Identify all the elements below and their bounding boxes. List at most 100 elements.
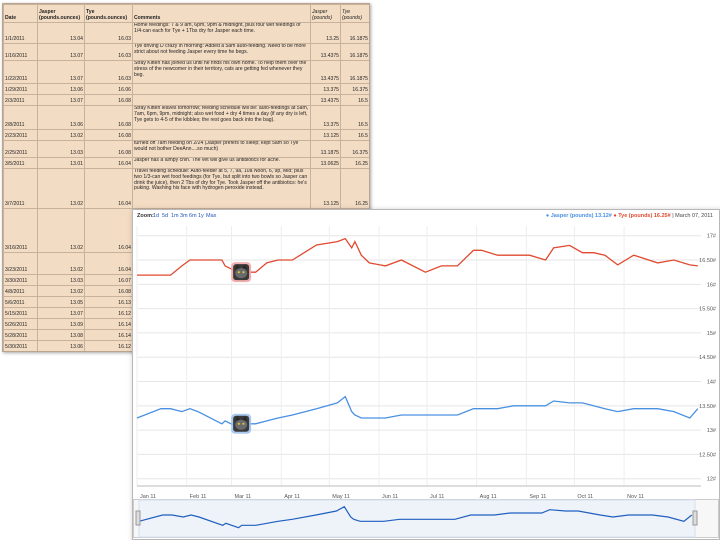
cell-tye[interactable]: 16.04 xyxy=(84,208,133,253)
zoom-max-link[interactable]: Max xyxy=(206,213,217,219)
cell-jasper[interactable]: 13.06 xyxy=(37,83,85,95)
cell-comment[interactable] xyxy=(132,129,311,141)
cell-jasper[interactable]: 13.02 xyxy=(37,129,85,141)
cell-tye[interactable]: 16.07 xyxy=(84,274,133,286)
header-jasper-pounds[interactable]: Jasper (pounds) xyxy=(310,4,341,23)
main-chart[interactable]: 12# 12.50# 13# 13.50# 14# 14.50# 15# 15.50# 16# 1… xyxy=(133,222,719,502)
cell-date[interactable]: 5/28/2011 xyxy=(3,329,38,341)
cell-date[interactable]: 2/25/2011 xyxy=(3,140,38,158)
cell-tye[interactable]: 16.03 xyxy=(84,60,133,84)
cell-comment[interactable]: Stray Kitten leaves tomorrow; feeding sc… xyxy=(132,105,311,130)
cell-jasper-pounds[interactable]: 13.4375 xyxy=(310,94,341,106)
cell-jasper-pounds[interactable]: 13.375 xyxy=(310,83,341,95)
cell-date[interactable]: 2/23/2011 xyxy=(3,129,38,141)
cell-jasper[interactable]: 13.03 xyxy=(37,274,85,286)
cell-tye[interactable]: 16.14 xyxy=(84,318,133,330)
cell-comment[interactable]: Travel feeding schedule: Auto-feeder at … xyxy=(132,168,311,209)
cell-jasper[interactable]: 13.08 xyxy=(37,329,85,341)
cell-date[interactable]: 3/16/2011 xyxy=(3,208,38,253)
zoom-1m-link[interactable]: 1m xyxy=(171,213,179,219)
cell-jasper-pounds[interactable]: 13.4375 xyxy=(310,60,341,84)
cell-jasper[interactable]: 13.065 xyxy=(38,352,85,353)
cell-comment[interactable]: Stray Kitten has joined us until he find… xyxy=(132,60,311,84)
table-row[interactable]: 1/1/2011 13.04 16.03 Home feedings: 7 & 9 a… xyxy=(3,22,369,44)
cell-jasper[interactable]: 13.02 xyxy=(37,252,85,275)
cell-tye-pounds[interactable]: 16.1875 xyxy=(340,60,369,84)
cell-tye-pounds[interactable]: 16.375 xyxy=(340,83,369,95)
cell-date[interactable]: 3/23/2011 xyxy=(3,252,38,275)
cell-date[interactable]: 1/1/2011 xyxy=(3,22,38,44)
cell-jasper-pounds[interactable]: 13.375 xyxy=(310,105,341,130)
zoom-1d-link[interactable]: 1d xyxy=(153,213,160,219)
cell-jasper[interactable]: 13.07 xyxy=(37,307,85,319)
cell-jasper-pounds[interactable]: 13.1875 xyxy=(310,140,341,158)
cell-comment[interactable]: Jasper has a lumpy chin. The vet will gi… xyxy=(132,157,311,169)
zoom-1y-link[interactable]: 1y xyxy=(198,213,204,219)
zoom-3m-link[interactable]: 3m xyxy=(180,213,188,219)
cell-jasper[interactable]: 13.06 xyxy=(37,105,85,130)
cell-date[interactable]: 5/30/2011 xyxy=(3,340,38,351)
cell-tye-pounds[interactable]: 16.5 xyxy=(340,129,369,141)
cell-tye[interactable]: 16.08 xyxy=(84,129,133,141)
cell-tye-pounds[interactable]: 16.25 xyxy=(340,168,369,209)
cell-jasper-pounds[interactable]: 13.0625 xyxy=(310,157,341,169)
cell-jasper[interactable]: 13.09 xyxy=(37,318,85,330)
table-row[interactable]: 1/29/2011 13.06 16.06 13.375 16.375 xyxy=(3,83,369,95)
cell-jasper[interactable]: 13.07 xyxy=(37,94,85,106)
cell-tye[interactable]: 16.08 xyxy=(84,94,133,106)
table-row[interactable]: 2/8/2011 13.06 16.08 Stray Kitten leaves to… xyxy=(3,105,369,130)
cell-jasper-pounds[interactable]: 13.125 xyxy=(310,129,341,141)
header-date[interactable]: Date xyxy=(3,4,38,23)
cell-date[interactable]: 5/15/2011 xyxy=(3,307,38,319)
zoom-6m-link[interactable]: 6m xyxy=(189,213,197,219)
cell-jasper[interactable]: 13.02 xyxy=(37,208,85,253)
cell-date[interactable]: 5/31/2011 xyxy=(4,352,38,353)
cell-jasper[interactable]: 13.07 xyxy=(37,43,85,61)
cell-jasper[interactable]: 13.06 xyxy=(37,340,85,351)
cell-date[interactable]: 5/26/2011 xyxy=(3,318,38,330)
cell-tye-pounds[interactable]: 16.25 xyxy=(340,157,369,169)
cell-jasper[interactable]: 13.07 xyxy=(37,60,85,84)
cell-comment[interactable]: turned off 7am feeding on 2/24 (Jasper p… xyxy=(132,140,311,158)
cell-jasper-pounds[interactable]: 13.4375 xyxy=(310,43,341,61)
cell-jasper[interactable]: 13.03 xyxy=(37,140,85,158)
table-row[interactable]: 1/16/2011 13.07 16.03 Tye driving D crazy i… xyxy=(3,43,369,61)
cell-jasper[interactable]: 13.05 xyxy=(37,296,85,308)
cell-tye-pounds[interactable]: 16.5 xyxy=(340,105,369,130)
cell-date[interactable]: 2/3/2011 xyxy=(3,94,38,106)
cell-comment[interactable]: Tye driving D crazy in morning: Added a … xyxy=(132,43,311,61)
cell-tye[interactable]: 16.125 xyxy=(85,352,133,353)
cell-date[interactable]: 2/8/2011 xyxy=(3,105,38,130)
cell-tye[interactable]: 16.08 xyxy=(84,140,133,158)
header-jasper[interactable]: Jasper (pounds.ounces) xyxy=(37,4,85,23)
cell-tye-pounds[interactable]: 16.375 xyxy=(340,140,369,158)
cell-date[interactable]: 1/29/2011 xyxy=(3,83,38,95)
table-row[interactable]: 3/7/2011 13.02 16.04 Travel feeding schedul… xyxy=(3,168,369,209)
table-row[interactable]: 3/5/2011 13.01 16.04 Jasper has a lumpy chi… xyxy=(3,157,369,169)
cell-tye[interactable]: 16.03 xyxy=(84,43,133,61)
cell-tye-pounds[interactable]: 16.5 xyxy=(340,94,369,106)
zoom-5d-link[interactable]: 5d xyxy=(162,213,169,219)
cell-date[interactable]: 1/16/2011 xyxy=(3,43,38,61)
cell-jasper[interactable]: 13.01 xyxy=(37,157,85,169)
cell-tye[interactable]: 16.06 xyxy=(84,83,133,95)
table-row[interactable]: 2/3/2011 13.07 16.08 13.4375 16.5 xyxy=(3,94,369,106)
table-row[interactable]: 2/25/2011 13.03 16.08 turned off 7am feedin… xyxy=(3,140,369,158)
table-row[interactable]: 2/23/2011 13.02 16.08 13.125 16.5 xyxy=(3,129,369,141)
cell-tye-pounds[interactable]: 16.1875 xyxy=(340,43,369,61)
header-comments[interactable]: Comments xyxy=(132,4,311,23)
cell-date[interactable]: 3/5/2011 xyxy=(3,157,38,169)
cell-jasper[interactable]: 13.02 xyxy=(37,285,85,297)
cell-comment[interactable] xyxy=(132,94,311,106)
cell-date[interactable]: 3/7/2011 xyxy=(3,168,38,209)
cell-tye[interactable]: 16.08 xyxy=(84,105,133,130)
cell-date[interactable]: 5/6/2011 xyxy=(3,296,38,308)
cell-tye[interactable]: 16.14 xyxy=(84,329,133,341)
cell-tye[interactable]: 16.04 xyxy=(84,168,133,209)
cell-tye[interactable]: 16.03 xyxy=(84,22,133,44)
cell-comment[interactable]: Home feedings: 7 & 9 am, 6pm, 9pm & midn… xyxy=(132,22,311,44)
cell-tye[interactable]: 16.04 xyxy=(84,252,133,275)
header-tye[interactable]: Tye (pounds.ounces) xyxy=(84,4,133,23)
cell-jasper-pounds[interactable]: 13.125 xyxy=(310,168,341,209)
cell-date[interactable]: 1/22/2011 xyxy=(3,60,38,84)
